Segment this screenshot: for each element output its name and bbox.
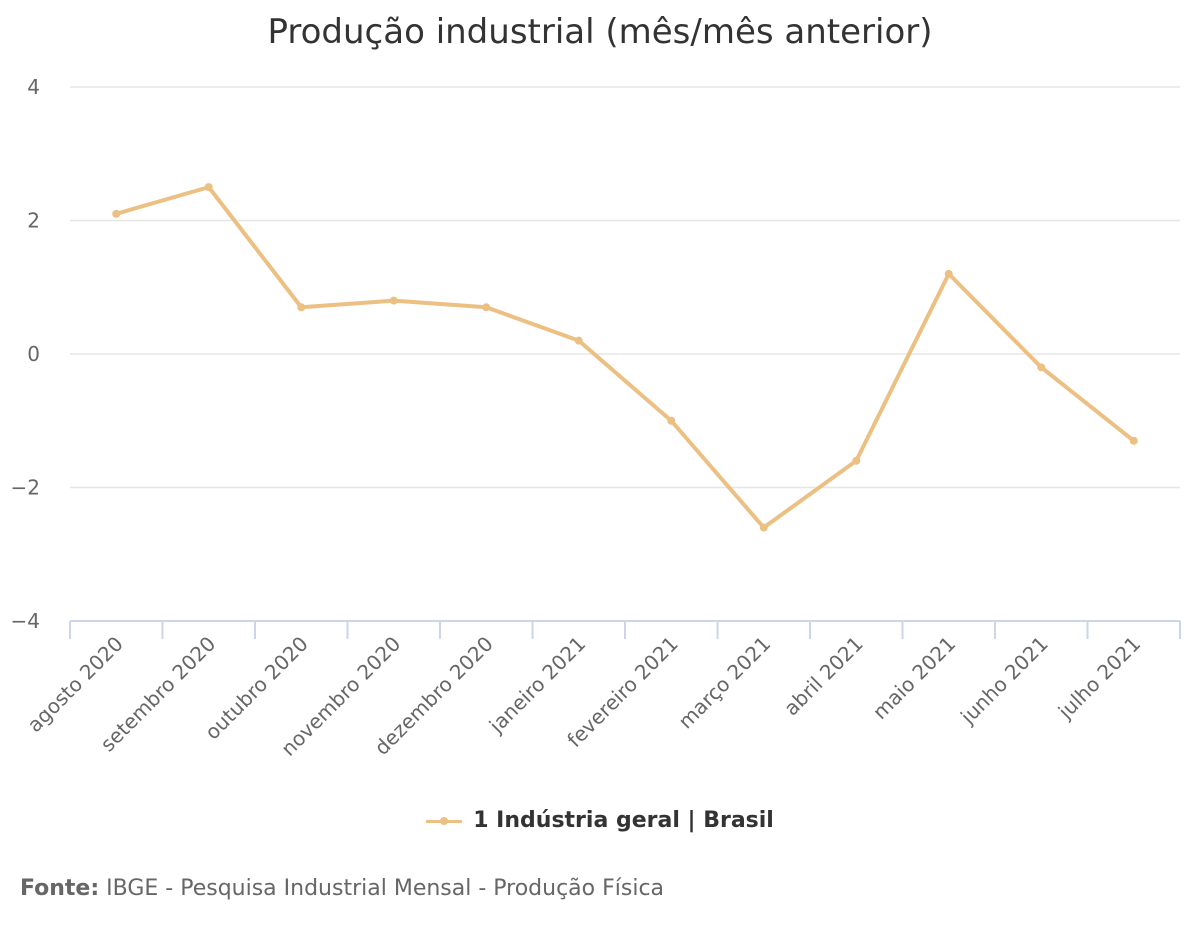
legend-dot — [440, 816, 449, 825]
data-point — [297, 303, 306, 312]
data-point — [944, 269, 953, 278]
data-point — [482, 303, 491, 312]
data-point — [1037, 363, 1046, 372]
x-tick-label: maio 2021 — [868, 632, 960, 724]
y-tick-label: −4 — [11, 609, 40, 633]
y-tick-label: 2 — [27, 209, 40, 233]
series-line — [114, 185, 1136, 530]
x-tick-label: março 2021 — [673, 632, 775, 734]
legend[interactable]: 1 Indústria geral | Brasil — [0, 808, 1200, 833]
chart-title: Produção industrial (mês/mês anterior) — [267, 12, 933, 52]
data-point — [204, 183, 213, 192]
source-note: Fonte: IBGE - Pesquisa Industrial Mensal… — [20, 876, 664, 901]
data-point — [1129, 436, 1138, 445]
x-tick-label: junho 2021 — [955, 632, 1053, 730]
data-point — [112, 209, 121, 218]
data-point — [389, 296, 398, 305]
data-point — [852, 456, 861, 465]
x-tick-label: agosto 2020 — [22, 632, 127, 737]
source-label: Fonte: — [20, 876, 100, 901]
y-tick-label: 0 — [27, 342, 40, 366]
source-text: IBGE - Pesquisa Industrial Mensal - Prod… — [106, 876, 665, 901]
y-tick-label: 4 — [27, 75, 40, 99]
data-point — [574, 336, 583, 345]
data-point — [667, 416, 676, 425]
x-tick-label: abril 2021 — [779, 632, 868, 721]
legend-swatch-icon — [426, 814, 463, 828]
legend-label[interactable]: 1 Indústria geral | Brasil — [473, 808, 774, 833]
x-tick-label: julho 2021 — [1053, 632, 1146, 725]
data-point — [759, 523, 768, 532]
y-tick-label: −2 — [11, 476, 40, 500]
